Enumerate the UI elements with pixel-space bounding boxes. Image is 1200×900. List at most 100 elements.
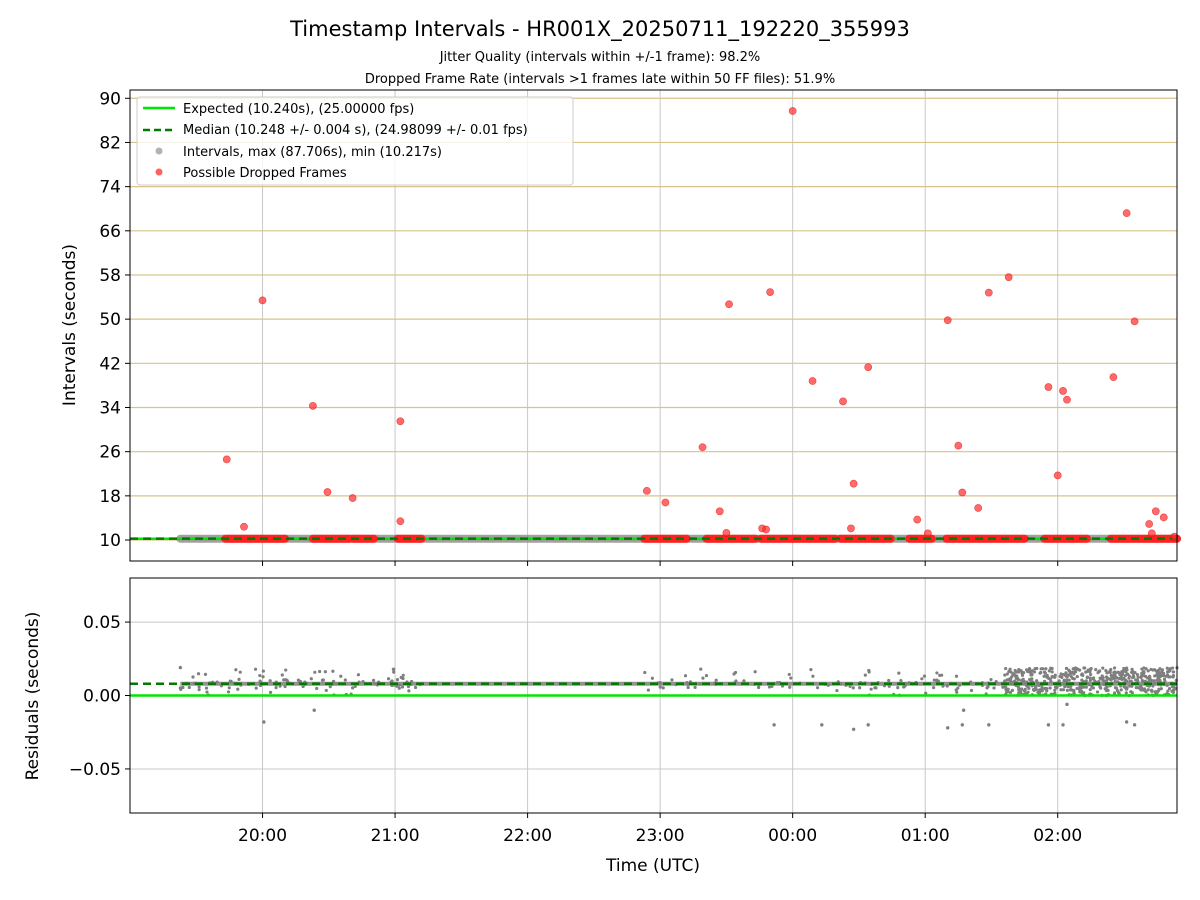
residual-point bbox=[1060, 675, 1064, 679]
residual-point bbox=[693, 685, 697, 689]
legend-intervals-marker bbox=[155, 147, 163, 155]
residual-point bbox=[1064, 671, 1068, 675]
dropped-frame-point bbox=[839, 397, 847, 406]
top-y-axis-label: Intervals (seconds) bbox=[60, 244, 80, 406]
residual-point bbox=[227, 686, 231, 690]
residual-point bbox=[1003, 673, 1007, 677]
residual-point bbox=[1136, 679, 1140, 683]
residual-point bbox=[228, 679, 232, 683]
residual-outlier-point bbox=[1065, 702, 1069, 707]
residual-point bbox=[410, 679, 414, 684]
residual-point bbox=[1059, 688, 1063, 692]
top-y-tick-label: 66 bbox=[99, 222, 121, 242]
residual-point bbox=[1131, 673, 1135, 678]
residual-outlier-point bbox=[312, 708, 316, 712]
residual-point bbox=[1157, 671, 1162, 675]
residual-point bbox=[1113, 686, 1118, 690]
residual-point bbox=[1153, 681, 1157, 685]
residual-point bbox=[1167, 687, 1172, 691]
residual-point bbox=[1117, 676, 1121, 681]
residual-point bbox=[686, 685, 690, 690]
residual-point bbox=[1084, 685, 1088, 689]
residual-point bbox=[323, 670, 327, 674]
residual-point bbox=[775, 680, 780, 685]
residual-point bbox=[1143, 679, 1147, 683]
dropped-frame-point bbox=[722, 528, 731, 537]
residual-point bbox=[1075, 675, 1079, 679]
x-tick-label: 21:00 bbox=[371, 826, 420, 846]
residual-point bbox=[650, 676, 654, 680]
residual-point bbox=[643, 670, 647, 675]
residual-point bbox=[181, 685, 185, 690]
residual-point bbox=[848, 684, 852, 688]
dropped-frame-point bbox=[642, 486, 651, 495]
residual-point bbox=[1099, 677, 1103, 681]
residual-point bbox=[1124, 687, 1129, 691]
residual-point bbox=[1036, 681, 1040, 685]
residual-point bbox=[809, 667, 813, 672]
dropped-frame-point bbox=[258, 296, 267, 305]
residual-point bbox=[1108, 669, 1112, 673]
x-tick-label: 23:00 bbox=[636, 826, 685, 846]
residual-point bbox=[1159, 687, 1163, 691]
residual-point bbox=[318, 669, 322, 674]
residual-point bbox=[226, 690, 231, 694]
chart-subtitle-jitter: Jitter Quality (intervals within +/-1 fr… bbox=[439, 50, 761, 65]
residual-point bbox=[733, 670, 738, 675]
bottom-axis-ticks: 20:00 21:00 22:00 23:00 00:00 01:00 02:00 0.05 0… bbox=[69, 613, 1082, 846]
residual-point bbox=[204, 686, 209, 690]
residual-point bbox=[935, 678, 939, 682]
residual-point bbox=[1062, 682, 1066, 686]
residual-point bbox=[770, 684, 774, 688]
residual-point bbox=[234, 668, 238, 672]
residual-point bbox=[897, 671, 901, 675]
residual-point bbox=[989, 677, 993, 682]
residual-point bbox=[1059, 672, 1063, 676]
x-tick-label: 00:00 bbox=[768, 826, 817, 846]
dropped-frame-point bbox=[240, 522, 248, 531]
legend-intervals-label: Intervals, max (87.706s), min (10.217s) bbox=[183, 145, 442, 160]
residual-point bbox=[1162, 671, 1166, 675]
residual-point bbox=[1129, 690, 1133, 694]
residual-point bbox=[704, 673, 709, 678]
residual-point bbox=[699, 667, 703, 671]
residual-point bbox=[969, 688, 974, 693]
residual-point bbox=[191, 675, 195, 679]
dropped-frame-point bbox=[847, 524, 855, 533]
residual-point bbox=[1064, 666, 1069, 670]
residual-point bbox=[1088, 672, 1093, 677]
dropped-frame-point bbox=[913, 515, 922, 524]
top-y-tick-label: 50 bbox=[99, 310, 121, 330]
residual-point bbox=[399, 675, 403, 680]
dropped-frame-point bbox=[808, 377, 817, 385]
residual-point bbox=[1067, 678, 1071, 682]
residual-point bbox=[324, 688, 328, 693]
dropped-frame-point bbox=[1159, 513, 1168, 522]
residual-point bbox=[1011, 672, 1016, 676]
residual-point bbox=[205, 690, 209, 694]
residual-point bbox=[1113, 671, 1117, 675]
residual-point bbox=[1042, 674, 1046, 678]
residual-point bbox=[1040, 686, 1044, 690]
residual-point bbox=[863, 673, 867, 677]
residual-point bbox=[1021, 677, 1025, 681]
residual-point bbox=[1146, 688, 1150, 692]
dropped-frame-point bbox=[1053, 471, 1062, 480]
residual-point bbox=[1028, 677, 1032, 682]
chart-title: Timestamp Intervals - HR001X_20250711_19… bbox=[289, 17, 910, 42]
residual-point bbox=[1104, 675, 1109, 679]
residual-point bbox=[1147, 678, 1152, 682]
residual-point bbox=[1050, 670, 1054, 674]
residual-point bbox=[1008, 690, 1013, 695]
residual-point bbox=[957, 683, 962, 687]
residual-point bbox=[1088, 687, 1092, 692]
residual-point bbox=[1167, 668, 1171, 673]
residual-point bbox=[1105, 685, 1109, 689]
dropped-frame-point bbox=[943, 316, 952, 325]
residual-point bbox=[1085, 675, 1090, 679]
residual-point bbox=[1041, 667, 1045, 671]
residual-point bbox=[670, 678, 674, 682]
residual-point bbox=[924, 691, 928, 695]
residual-point bbox=[1127, 676, 1131, 680]
residual-point bbox=[1045, 689, 1049, 693]
